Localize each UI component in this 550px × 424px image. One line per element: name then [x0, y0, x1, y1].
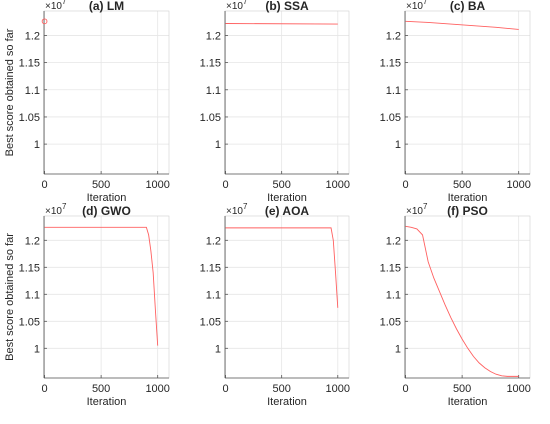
subplot-6: 0 500 1000 1 1.05 1.1 1.15 1.2 ×107 (f) PSO Iterat…	[380, 202, 531, 408]
y-tick-label: 1.15	[380, 262, 401, 274]
x-tick-label: 500	[92, 383, 110, 395]
axis-multiplier: ×107	[406, 202, 428, 217]
x-tick-label: 1000	[145, 179, 169, 191]
y-tick-label: 1.15	[200, 58, 221, 70]
axis-multiplier-base: ×10	[406, 206, 423, 217]
subplot-title: (d) GWO	[82, 204, 131, 218]
y-tick-label: 1.1	[206, 85, 221, 97]
axis-multiplier-base: ×10	[406, 1, 423, 12]
y-tick-label: 1	[395, 343, 401, 355]
axis-multiplier: ×107	[226, 0, 248, 12]
axis-multiplier-base: ×10	[226, 206, 243, 217]
y-tick-label: 1.05	[380, 316, 401, 328]
y-tick-label: 1.05	[19, 112, 40, 124]
x-tick-label: 1000	[506, 179, 530, 191]
y-tick-label: 1.15	[380, 58, 401, 70]
y-tick-label: 1.05	[200, 112, 221, 124]
axis-multiplier-base: ×10	[226, 1, 243, 12]
series-line	[225, 227, 339, 308]
x-tick-label: 500	[453, 179, 471, 191]
x-tick-label: 1000	[326, 383, 350, 395]
x-tick-label: 500	[272, 179, 290, 191]
axis-multiplier: ×107	[226, 202, 248, 217]
series-line	[405, 20, 519, 30]
x-tick-label: 0	[42, 179, 48, 191]
x-axis-label: Iteration	[267, 396, 307, 408]
axis-multiplier-exponent: 7	[423, 202, 428, 211]
x-tick-label: 500	[92, 179, 110, 191]
y-tick-label: 1	[215, 139, 221, 151]
x-axis-label: Iteration	[448, 396, 488, 408]
y-tick-label: 1	[34, 343, 40, 355]
y-tick-label: 1.1	[25, 289, 40, 301]
plot-area	[405, 11, 530, 174]
y-tick-label: 1.2	[386, 235, 401, 247]
subplot-title: (c) BA	[450, 0, 486, 13]
series-line	[44, 226, 159, 346]
y-tick-label: 1.05	[380, 112, 401, 124]
series-line	[225, 23, 338, 25]
x-axis-label: Iteration	[87, 192, 127, 204]
y-tick-label: 1	[34, 139, 40, 151]
y-tick-label: 1.2	[25, 235, 40, 247]
y-tick-label: 1.2	[386, 30, 401, 42]
plot-area	[225, 11, 349, 174]
axis-multiplier: ×107	[45, 202, 67, 217]
axis-multiplier: ×107	[406, 0, 428, 12]
axis-multiplier-base: ×10	[45, 206, 62, 217]
y-axis-label: Best score obtained so far	[4, 28, 16, 156]
y-tick-label: 1.1	[25, 85, 40, 97]
x-tick-label: 1000	[326, 179, 350, 191]
series-line	[405, 225, 519, 377]
x-tick-label: 500	[272, 383, 290, 395]
y-tick-label: 1.2	[206, 235, 221, 247]
y-tick-label: 1.2	[206, 30, 221, 42]
axis-multiplier-base: ×10	[45, 1, 62, 12]
x-axis-label: Iteration	[448, 192, 488, 204]
plot-area	[44, 11, 169, 174]
subplot-3: 0 500 1000 1 1.05 1.1 1.15 1.2 ×107 (c) BA Iterati…	[380, 0, 531, 204]
y-tick-label: 1.1	[206, 289, 221, 301]
axis-multiplier-exponent: 7	[243, 202, 248, 211]
axis-multiplier-exponent: 7	[62, 202, 67, 211]
axis-multiplier: ×107	[45, 0, 67, 12]
subplot-title: (a) LM	[89, 0, 124, 13]
x-axis-label: Iteration	[87, 396, 127, 408]
axis-multiplier-exponent: 7	[423, 0, 428, 6]
plot-area	[44, 216, 169, 378]
y-tick-label: 1.15	[19, 262, 40, 274]
plot-area	[225, 216, 349, 378]
subplot-title: (f) PSO	[447, 204, 488, 218]
plot-area	[405, 216, 530, 378]
subplot-title: (b) SSA	[265, 0, 309, 13]
subplot-2: 0 500 1000 1 1.05 1.1 1.15 1.2 ×107 (b) SSA Iterat…	[200, 0, 350, 204]
y-tick-label: 1.1	[386, 289, 401, 301]
subplot-4: 0 500 1000 1 1.05 1.1 1.15 1.2 ×107 (d) GWO Iterat…	[4, 202, 170, 408]
x-tick-label: 500	[453, 383, 471, 395]
subplot-title: (e) AOA	[265, 204, 310, 218]
y-tick-label: 1	[215, 343, 221, 355]
subplot-5: 0 500 1000 1 1.05 1.1 1.15 1.2 ×107 (e) AOA Iterat…	[200, 202, 350, 408]
y-tick-label: 1.05	[19, 316, 40, 328]
x-tick-label: 0	[403, 179, 409, 191]
subplot-1: 0 500 1000 1 1.05 1.1 1.15 1.2 ×107 (a) LM Iterati…	[4, 0, 170, 204]
x-tick-label: 1000	[145, 383, 169, 395]
axis-multiplier-exponent: 7	[243, 0, 248, 6]
data-point	[41, 18, 48, 25]
y-tick-label: 1.1	[386, 85, 401, 97]
x-tick-label: 0	[42, 383, 48, 395]
x-axis-label: Iteration	[267, 192, 307, 204]
y-tick-label: 1.05	[200, 316, 221, 328]
x-tick-label: 0	[222, 383, 228, 395]
y-tick-label: 1.15	[19, 58, 40, 70]
x-tick-label: 1000	[506, 383, 530, 395]
y-axis-label: Best score obtained so far	[4, 233, 16, 361]
y-tick-label: 1.2	[25, 30, 40, 42]
axis-multiplier-exponent: 7	[62, 0, 67, 6]
y-tick-label: 1	[395, 139, 401, 151]
y-tick-label: 1.15	[200, 262, 221, 274]
x-tick-label: 0	[403, 383, 409, 395]
x-tick-label: 0	[222, 179, 228, 191]
